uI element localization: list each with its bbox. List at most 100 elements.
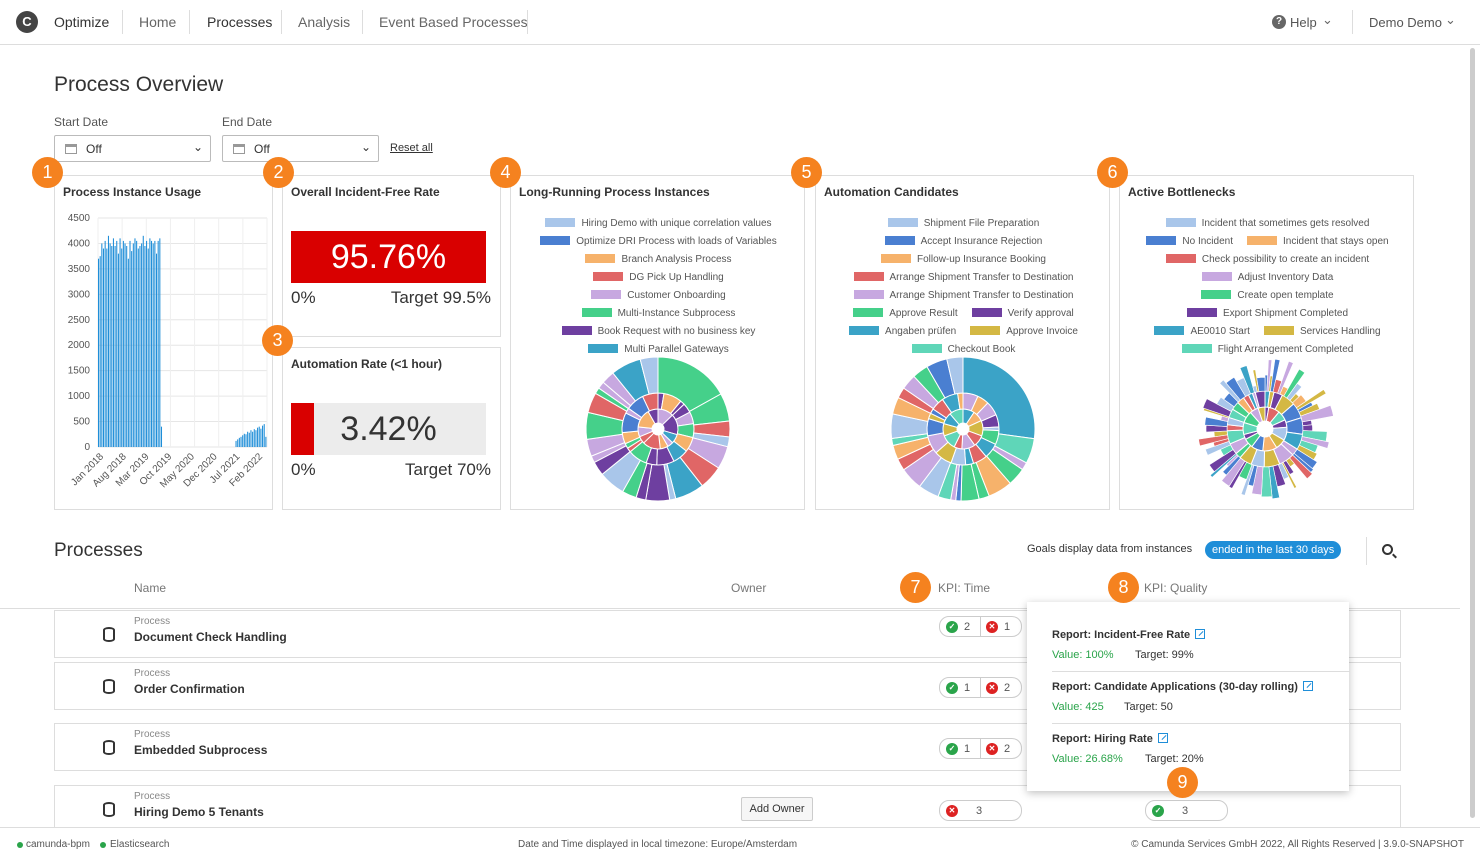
legend-item[interactable]: Flight Arrangement Completed (1181, 344, 1353, 355)
usage-bar[interactable] (247, 431, 249, 447)
search-icon[interactable] (1382, 544, 1393, 555)
automation-candidates-card[interactable]: Automation Candidates Shipment File Prep… (815, 175, 1110, 510)
usage-bar[interactable] (107, 235, 109, 447)
active-bottlenecks-card[interactable]: Active Bottlenecks Incident that sometim… (1119, 175, 1414, 510)
legend-item[interactable]: Incident that stays open (1246, 236, 1389, 247)
usage-bar[interactable] (101, 243, 103, 447)
external-link-icon[interactable] (1195, 629, 1206, 639)
kpi-time-status[interactable]: ✓ 1 ✕ 2 (939, 738, 1022, 759)
usage-bar[interactable] (151, 240, 153, 447)
usage-bar[interactable] (157, 240, 159, 447)
nav-home[interactable]: Home (139, 14, 177, 30)
usage-bar[interactable] (263, 424, 265, 447)
user-menu[interactable]: Demo Demo (1369, 15, 1442, 30)
usage-bar[interactable] (132, 243, 134, 447)
add-owner-button[interactable]: Add Owner (741, 797, 813, 821)
usage-bar[interactable] (255, 430, 257, 447)
legend-item[interactable]: DG Pick Up Handling (593, 272, 724, 283)
legend-item[interactable]: Book Request with no business key (561, 326, 755, 337)
usage-bar[interactable] (114, 245, 116, 447)
column-header-owner[interactable]: Owner (731, 581, 767, 595)
usage-bar[interactable] (129, 240, 131, 447)
usage-bar[interactable] (245, 434, 247, 447)
legend-item[interactable]: AE0010 Start (1154, 326, 1250, 337)
usage-bar[interactable] (136, 240, 138, 447)
legend-item[interactable]: Hiring Demo with unique correlation valu… (545, 218, 772, 229)
usage-bar[interactable] (119, 238, 121, 447)
usage-bar[interactable] (121, 248, 123, 447)
usage-bar[interactable] (116, 240, 118, 447)
reset-all-link[interactable]: Reset all (390, 142, 433, 154)
legend-item[interactable]: Approve Result (853, 308, 958, 319)
report-title[interactable]: Report: Incident-Free Rate (1052, 629, 1206, 641)
usage-bar[interactable] (238, 437, 240, 447)
usage-bar[interactable] (99, 256, 101, 447)
legend-item[interactable]: Arrange Shipment Transfer to Destination (853, 290, 1073, 301)
usage-bar[interactable] (248, 432, 250, 447)
legend-item[interactable]: Checkout Book (911, 344, 1015, 355)
legend-item[interactable]: Approve Invoice (970, 326, 1078, 337)
legend-item[interactable]: Create open template (1201, 290, 1334, 301)
chevron-down-icon[interactable]: ⌄ (1445, 12, 1456, 27)
report-title[interactable]: Report: Hiring Rate (1052, 733, 1168, 745)
process-name[interactable]: Order Confirmation (134, 682, 245, 696)
external-link-icon[interactable] (1302, 681, 1313, 691)
usage-bar[interactable] (112, 238, 114, 447)
process-instance-usage-card[interactable]: Process Instance Usage 4500 4000 3500 3000 2… (54, 175, 273, 510)
pie-slice[interactable] (639, 356, 659, 395)
usage-bar[interactable] (142, 235, 144, 447)
camunda-logo-icon[interactable]: C (16, 11, 38, 33)
kpi-time-status[interactable]: ✓ 2 ✕ 1 (939, 616, 1022, 637)
pie-slice[interactable] (962, 356, 1036, 440)
report-title[interactable]: Report: Candidate Applications (30-day r… (1052, 681, 1313, 693)
legend-item[interactable]: Multi-Instance Subprocess (581, 308, 735, 319)
usage-bar[interactable] (111, 245, 113, 447)
legend-item[interactable]: Verify approval (971, 308, 1074, 319)
help-menu[interactable]: Help (1290, 15, 1317, 30)
usage-bar[interactable] (109, 243, 111, 447)
column-header-kpi-quality[interactable]: KPI: Quality (1144, 581, 1208, 595)
usage-bar[interactable] (134, 238, 136, 447)
process-name[interactable]: Embedded Subprocess (134, 743, 268, 757)
usage-bar[interactable] (154, 240, 156, 447)
legend-item[interactable]: Adjust Inventory Data (1201, 272, 1333, 283)
usage-bar[interactable] (137, 248, 139, 447)
usage-bar[interactable] (131, 251, 133, 447)
usage-bar[interactable] (141, 243, 143, 447)
scrollbar[interactable] (1470, 48, 1475, 818)
legend-item[interactable]: No Incident (1146, 236, 1233, 247)
usage-bar[interactable] (235, 440, 237, 447)
usage-bar[interactable] (237, 439, 239, 447)
legend-item[interactable]: Arrange Shipment Transfer to Destination (853, 272, 1073, 283)
legend-item[interactable]: Export Shipment Completed (1186, 308, 1348, 319)
goals-timeframe-badge[interactable]: ended in the last 30 days (1205, 541, 1342, 559)
end-date-select[interactable]: Off ⌄ (222, 135, 379, 162)
long-running-card[interactable]: Long-Running Process Instances Hiring De… (510, 175, 805, 510)
kpi-time-status[interactable]: ✕ 3 (939, 800, 1022, 821)
legend-item[interactable]: Services Handling (1263, 326, 1381, 337)
usage-bar[interactable] (104, 240, 106, 447)
pie-slice[interactable] (1302, 424, 1313, 432)
pie-slice[interactable] (946, 356, 964, 395)
external-link-icon[interactable] (1157, 733, 1168, 743)
process-name[interactable]: Hiring Demo 5 Tenants (134, 805, 264, 819)
legend-item[interactable]: Accept Insurance Rejection (884, 236, 1042, 247)
legend-item[interactable]: Angaben prüfen (849, 326, 956, 337)
usage-bar[interactable] (250, 430, 252, 447)
usage-bar[interactable] (98, 258, 100, 447)
legend-item[interactable]: Check possibility to create an incident (1165, 254, 1369, 265)
start-date-select[interactable]: Off ⌄ (54, 135, 211, 162)
usage-bar[interactable] (139, 245, 141, 447)
pie-slice[interactable] (1256, 376, 1266, 392)
column-header-name[interactable]: Name (134, 581, 167, 595)
automation-rate-card[interactable]: Automation Rate (<1 hour) 3.42% 0% Targe… (282, 347, 501, 510)
legend-item[interactable]: Shipment File Preparation (887, 218, 1039, 229)
legend-item[interactable]: Multi Parallel Gateways (588, 344, 729, 355)
nav-processes[interactable]: Processes (207, 14, 273, 30)
usage-bar[interactable] (106, 248, 108, 447)
legend-item[interactable]: Optimize DRI Process with loads of Varia… (540, 236, 777, 247)
process-name[interactable]: Document Check Handling (134, 630, 287, 644)
usage-bar[interactable] (102, 248, 105, 447)
usage-bar[interactable] (243, 433, 245, 447)
usage-bar[interactable] (126, 245, 128, 447)
